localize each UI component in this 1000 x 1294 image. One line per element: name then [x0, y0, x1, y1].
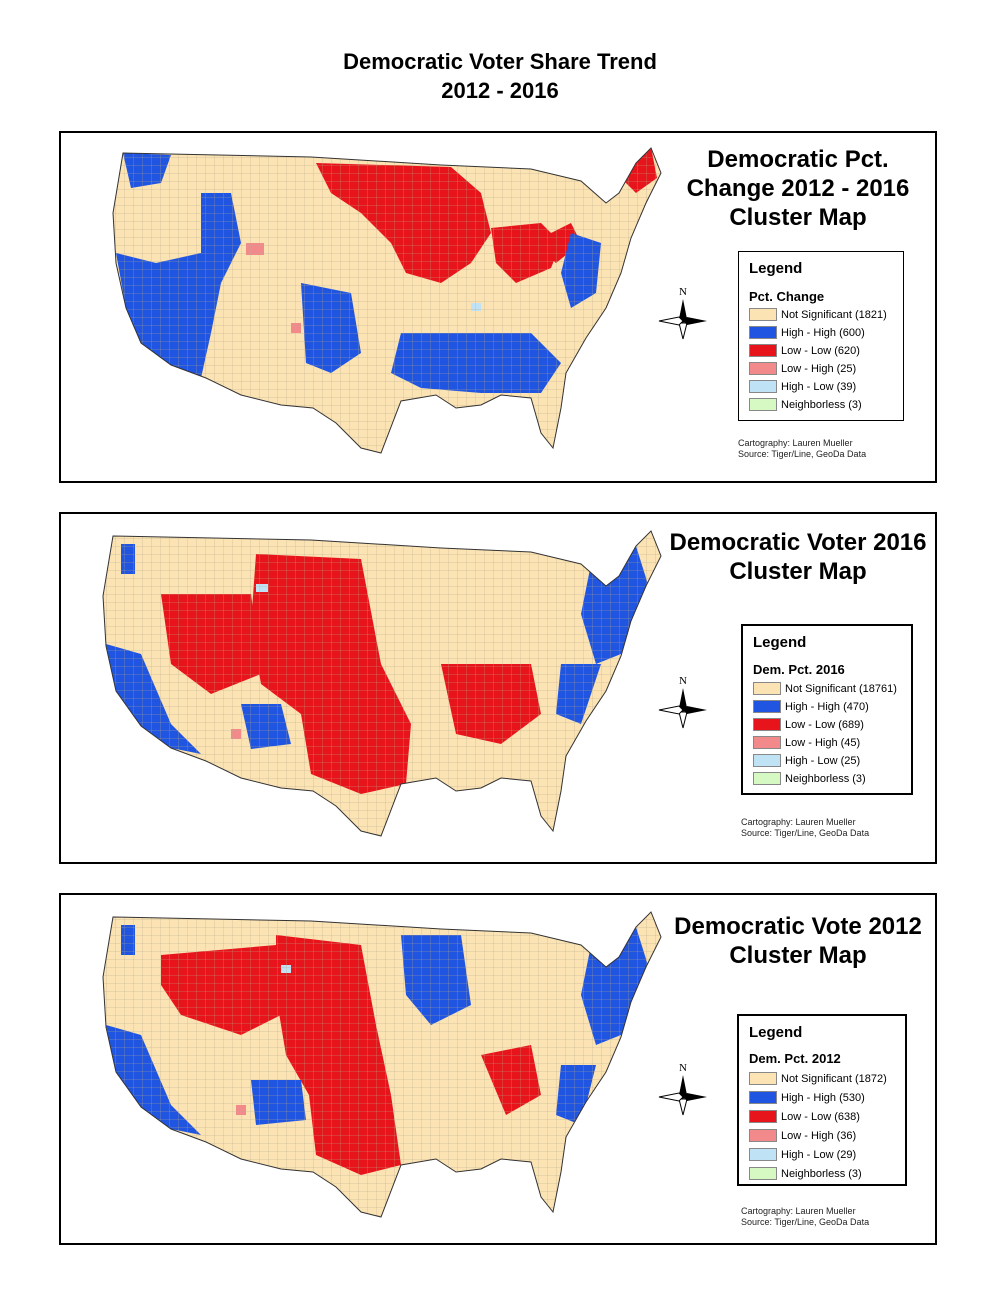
legend-swatch — [753, 682, 781, 695]
legend-label: High - High (470) — [785, 701, 869, 713]
legend-swatch — [749, 362, 777, 375]
us-outline — [102, 530, 662, 837]
legend-subheading: Dem. Pct. 2012 — [749, 1051, 841, 1066]
credit: Cartography: Lauren Mueller Source: Tige… — [738, 438, 866, 460]
legend-box: Legend Dem. Pct. 2012 Not Significant (1… — [737, 1014, 907, 1186]
credit-source: Source: Tiger/Line, GeoDa Data — [741, 1217, 870, 1227]
credit-cartography: Cartography: Lauren Mueller — [741, 1206, 856, 1216]
svg-text:N: N — [679, 1062, 687, 1074]
us-county-cluster-map-2012 — [102, 911, 662, 1218]
legend-label: Low - Low (620) — [781, 345, 860, 357]
legend-swatch — [749, 1110, 777, 1123]
legend-label: High - Low (25) — [785, 755, 861, 767]
legend-label: Neighborless (3) — [781, 1168, 862, 1180]
map-panel-dem-2016: Democratic Voter 2016 Cluster Map N Lege… — [59, 512, 937, 864]
legend-swatch — [749, 1091, 777, 1104]
panel-title-line-2: Change 2012 - 2016 — [686, 175, 910, 202]
legend-label: Neighborless (3) — [785, 773, 866, 785]
legend-box: Legend Pct. Change Not Significant (1821… — [738, 251, 904, 421]
legend-swatch — [749, 344, 777, 357]
legend-subheading: Pct. Change — [749, 289, 825, 304]
credit-cartography: Cartography: Lauren Mueller — [741, 817, 856, 827]
legend-label: Not Significant (18761) — [785, 683, 897, 695]
us-outline — [112, 147, 662, 454]
panel-title-line-1: Democratic Pct. — [707, 146, 889, 173]
legend-label: High - High (600) — [781, 327, 865, 339]
north-arrow-compass-icon: N — [658, 1062, 707, 1116]
svg-text:N: N — [679, 675, 687, 687]
legend-label: Not Significant (1821) — [781, 309, 887, 321]
north-arrow-compass-icon: N — [658, 675, 707, 729]
panel-title: Democratic Pct. Change 2012 - 2016 Clust… — [678, 145, 918, 232]
panel-title: Democratic Voter 2016 Cluster Map — [664, 528, 932, 586]
legend-label: Low - High (36) — [781, 1130, 857, 1142]
legend-swatch — [749, 1129, 777, 1142]
credit: Cartography: Lauren Mueller Source: Tige… — [741, 1206, 869, 1228]
legend-swatch — [749, 308, 777, 321]
legend-swatch — [753, 754, 781, 767]
legend-swatch — [753, 700, 781, 713]
legend-subheading: Dem. Pct. 2016 — [753, 662, 845, 677]
legend-swatch — [753, 718, 781, 731]
us-county-cluster-map-pct-change — [112, 147, 662, 454]
legend-heading: Legend — [749, 1024, 803, 1041]
page-title-line-1: Democratic Voter Share Trend — [343, 49, 657, 74]
credit-source: Source: Tiger/Line, GeoDa Data — [738, 449, 867, 459]
legend-heading: Legend — [749, 260, 803, 277]
legend-label: Not Significant (1872) — [781, 1073, 887, 1085]
legend-box: Legend Dem. Pct. 2016 Not Significant (1… — [741, 624, 913, 795]
map-panel-dem-2012: Democratic Vote 2012 Cluster Map N Legen… — [59, 893, 937, 1245]
legend-swatch — [749, 326, 777, 339]
legend-swatch — [749, 1072, 777, 1085]
legend-label: Low - High (45) — [785, 737, 861, 749]
us-county-cluster-map-2016 — [102, 530, 662, 837]
panel-title-line-3: Cluster Map — [729, 204, 867, 231]
north-arrow-compass-icon: N — [658, 286, 707, 340]
credit-cartography: Cartography: Lauren Mueller — [738, 438, 853, 448]
legend-label: High - Low (29) — [781, 1149, 857, 1161]
legend-heading: Legend — [753, 634, 807, 651]
legend-label: Low - Low (689) — [785, 719, 864, 731]
credit: Cartography: Lauren Mueller Source: Tige… — [741, 817, 869, 839]
legend-label: Low - Low (638) — [781, 1111, 860, 1123]
credit-source: Source: Tiger/Line, GeoDa Data — [741, 828, 870, 838]
panel-title-line-1: Democratic Vote 2012 — [674, 913, 922, 940]
us-outline — [102, 911, 662, 1218]
legend-label: Low - High (25) — [781, 363, 857, 375]
page-title-line-2: 2012 - 2016 — [441, 78, 559, 103]
legend-swatch — [749, 1167, 777, 1180]
map-panel-pct-change: Democratic Pct. Change 2012 - 2016 Clust… — [59, 131, 937, 483]
legend-label: High - Low (39) — [781, 381, 857, 393]
legend-swatch — [749, 380, 777, 393]
legend-label: High - High (530) — [781, 1092, 865, 1104]
svg-text:N: N — [679, 286, 687, 298]
legend-swatch — [753, 772, 781, 785]
legend-swatch — [749, 398, 777, 411]
panel-title-line-2: Cluster Map — [729, 942, 867, 969]
legend-label: Neighborless (3) — [781, 399, 862, 411]
legend-swatch — [749, 1148, 777, 1161]
legend-swatch — [753, 736, 781, 749]
panel-title-line-1: Democratic Voter 2016 — [669, 529, 927, 556]
panel-title-line-2: Cluster Map — [729, 558, 867, 585]
panel-title: Democratic Vote 2012 Cluster Map — [665, 912, 931, 970]
